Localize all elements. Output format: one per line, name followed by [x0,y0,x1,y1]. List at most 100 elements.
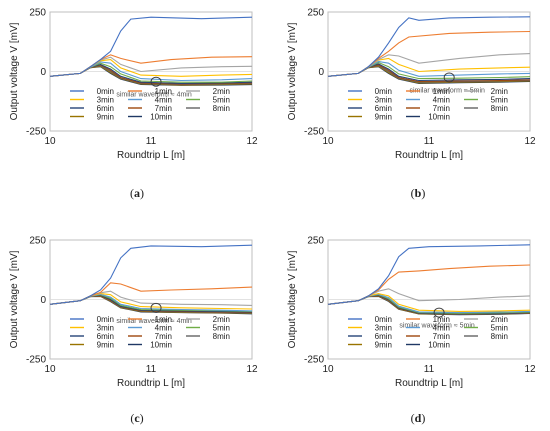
series-line-0min [49,244,253,305]
x-tick-label: 12 [524,136,536,147]
y-tick-label: -250 [304,355,324,366]
caption-close-paren: ) [140,411,144,425]
similar-waveform-annotation: similar waveform ≈ 4min [116,92,192,99]
y-tick-label: 250 [307,8,324,19]
y-tick-label: 250 [307,236,324,247]
legend-label-8min: 8min [213,332,230,341]
legend-label-0min: 0min [375,87,392,96]
legend-label-7min: 7min [433,104,450,113]
legend-label-9min: 9min [375,113,392,122]
legend-label-10min: 10min [150,113,172,122]
legend-label-10min: 10min [428,341,450,350]
y-axis-label: Output voltage V [mV] [287,250,298,348]
caption-letter: b [415,186,422,200]
caption-open-paren: ( [130,411,134,425]
series-line-0min [327,244,531,305]
y-tick-label: 0 [40,67,46,78]
legend-label-6min: 6min [97,104,114,113]
series-line-2min [49,290,253,306]
x-axis-label: Roundtrip L [m] [117,150,185,161]
y-tick-label: -250 [26,127,46,138]
x-tick-label: 11 [146,136,157,147]
x-tick-label: 12 [246,136,258,147]
panel-caption: (b) [411,186,426,200]
series-line-3min [327,293,531,312]
legend-label-9min: 9min [97,341,114,350]
caption-letter: c [134,411,140,425]
similar-waveform-circle [150,76,162,87]
similar-waveform-annotation: similar waveform ≈ 4min [116,318,192,325]
legend-label-9min: 9min [375,341,392,350]
legend-label-5min: 5min [213,96,230,105]
similar-waveform-circle [433,307,445,318]
x-tick-label: 10 [322,364,334,375]
legend-label-10min: 10min [150,341,172,350]
caption-close-paren: ) [421,411,425,425]
x-tick-label: 12 [246,364,258,375]
legend-label-5min: 5min [213,324,230,333]
similar-waveform-circle [150,302,162,313]
legend-label-10min: 10min [428,113,450,122]
legend-label-3min: 3min [375,324,392,333]
legend-label-2min: 2min [491,315,508,324]
legend-label-0min: 0min [375,315,392,324]
series-line-0min [49,16,253,77]
x-tick-label: 12 [524,364,536,375]
legend-label-6min: 6min [97,332,114,341]
y-tick-label: -250 [26,355,46,366]
legend-label-8min: 8min [491,332,508,341]
legend-label-7min: 7min [155,104,172,113]
caption-open-paren: ( [411,186,415,200]
legend-label-8min: 8min [213,104,230,113]
legend-label-6min: 6min [375,104,392,113]
series-line-1min [327,30,531,77]
legend-label-4min: 4min [155,324,172,333]
legend-label-7min: 7min [433,332,450,341]
x-axis-label: Roundtrip L [m] [117,378,185,389]
caption-open-paren: ( [411,411,415,425]
y-tick-label: 250 [29,8,46,19]
x-tick-label: 10 [44,364,56,375]
series-line-4min [327,60,531,77]
legend-label-8min: 8min [491,104,508,113]
x-tick-label: 11 [424,364,435,375]
x-tick-label: 10 [322,136,334,147]
y-tick-label: 0 [318,67,324,78]
caption-close-paren: ) [421,186,425,200]
legend-label-1min: 1min [155,315,172,324]
panel-caption: (a) [130,186,144,200]
x-axis-label: Roundtrip L [m] [395,150,463,161]
series-line-0min [327,16,531,77]
series-line-2min [327,288,531,305]
legend-label-5min: 5min [491,96,508,105]
y-tick-label: -250 [304,127,324,138]
legend-label-2min: 2min [213,315,230,324]
y-axis-label: Output voltage V [mV] [9,22,20,120]
legend-label-3min: 3min [97,96,114,105]
caption-letter: d [415,411,422,425]
x-axis-label: Roundtrip L [m] [395,378,463,389]
legend-label-4min: 4min [155,96,172,105]
legend-label-1min: 1min [155,87,172,96]
similar-waveform-annotation: similar waveform ≈ 5min [409,87,485,94]
legend-label-4min: 4min [433,96,450,105]
legend-label-1min: 1min [433,315,450,324]
similar-waveform-annotation: similar waveform ≈ 5min [399,323,475,330]
caption-open-paren: ( [130,186,134,200]
legend-label-7min: 7min [155,332,172,341]
x-tick-label: 11 [424,136,435,147]
legend-label-6min: 6min [375,332,392,341]
x-tick-label: 11 [146,364,157,375]
legend-label-9min: 9min [97,113,114,122]
similar-waveform-circle [443,72,455,83]
y-tick-label: 250 [29,236,46,247]
y-tick-label: 0 [40,295,46,306]
legend-label-5min: 5min [491,324,508,333]
y-axis-label: Output voltage V [mV] [9,250,20,348]
legend-label-2min: 2min [213,87,230,96]
legend-label-0min: 0min [97,87,114,96]
legend-label-4min: 4min [433,324,450,333]
